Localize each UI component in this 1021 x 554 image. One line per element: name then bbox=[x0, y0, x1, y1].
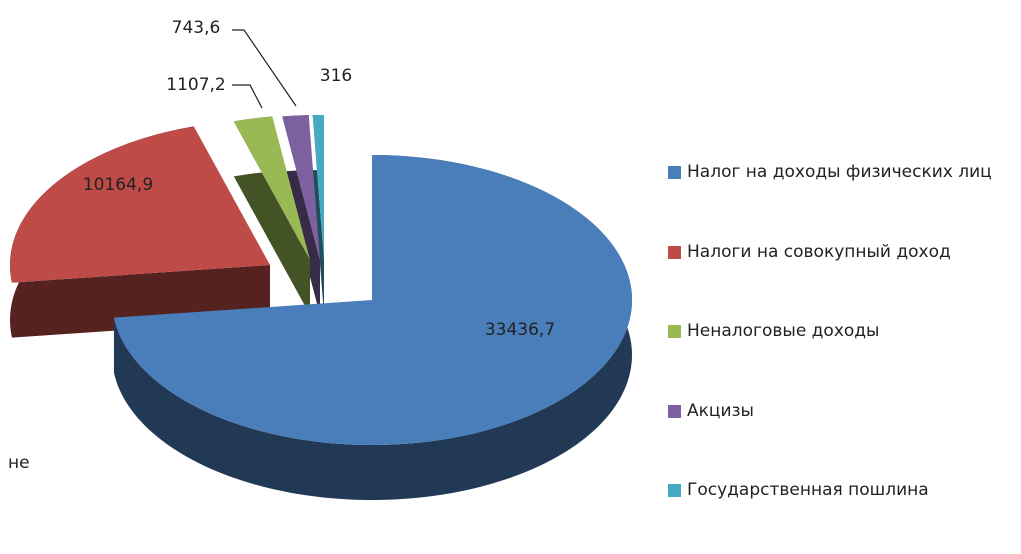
legend-item: Налог на доходы физических лиц bbox=[668, 156, 1013, 236]
legend-swatch bbox=[668, 484, 681, 497]
legend-swatch bbox=[668, 166, 681, 179]
legend-swatch bbox=[668, 404, 681, 418]
legend-item: Акцизы bbox=[668, 395, 1013, 475]
slice bbox=[113, 155, 632, 445]
legend-swatch bbox=[668, 325, 681, 338]
leader-line bbox=[232, 29, 297, 107]
legend-item: Налоги на совокупный доход bbox=[668, 236, 1013, 316]
legend-label: Акцизы bbox=[687, 400, 754, 421]
slice bbox=[233, 116, 310, 260]
slice bbox=[282, 115, 320, 261]
chart: 33436,7 10164,9 1107,2 743,6 316 не bbox=[8, 18, 632, 500]
data-label: 10164,9 bbox=[83, 175, 153, 195]
slice bbox=[312, 115, 324, 260]
legend-label: Государственная пошлина bbox=[687, 480, 929, 500]
legend: Налог на доходы физических лиц Налоги на … bbox=[668, 156, 1013, 554]
legend-label: Налог на доходы физических лиц bbox=[687, 162, 992, 182]
value-labels: 33436,7 10164,9 1107,2 743,6 316 bbox=[83, 18, 555, 340]
page: {"chart_data": {"type": "pie3d", "catego… bbox=[8, 18, 992, 500]
data-label: 316 bbox=[320, 66, 352, 86]
data-label: 1107,2 bbox=[166, 75, 225, 95]
data-label: 33436,7 bbox=[485, 320, 555, 340]
legend-label: Неналоговые доходы bbox=[687, 321, 880, 341]
legend-label: Налоги на совокупный доход bbox=[687, 241, 951, 262]
slice-side bbox=[233, 116, 310, 315]
leader-line bbox=[232, 84, 263, 109]
annotation: не bbox=[8, 453, 30, 473]
pie bbox=[10, 115, 632, 500]
legend-item: Неналоговые доходы bbox=[668, 315, 1013, 395]
legend-swatch bbox=[668, 245, 681, 259]
legend-item: Государственная пошлина bbox=[668, 474, 1013, 554]
slice-side bbox=[282, 115, 320, 316]
slice bbox=[10, 126, 271, 283]
data-label: 743,6 bbox=[172, 18, 221, 38]
